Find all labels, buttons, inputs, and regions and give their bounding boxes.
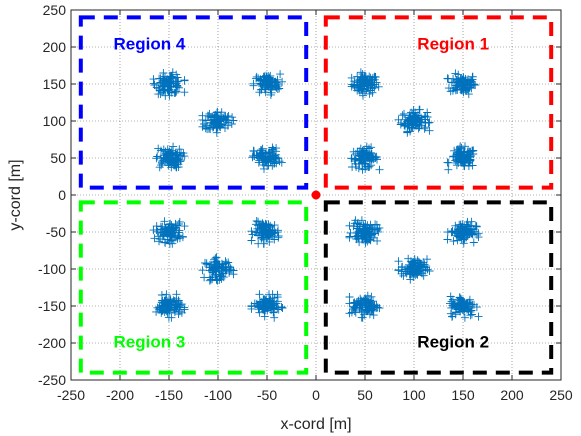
x-tick-label: 150 — [451, 387, 475, 403]
x-tick-label: -150 — [155, 387, 183, 403]
y-tick-label: -100 — [38, 261, 66, 277]
data-cluster-10 — [149, 217, 189, 248]
region-label: Region 4 — [114, 34, 186, 53]
data-point-markers — [152, 142, 189, 172]
data-point-markers — [198, 107, 238, 137]
y-tick-label: 100 — [43, 113, 67, 129]
y-tick-label: -200 — [38, 335, 66, 351]
data-cluster-7 — [198, 107, 238, 137]
x-tick-label: -250 — [57, 387, 85, 403]
data-cluster-15 — [345, 216, 384, 247]
region-label: Region 3 — [114, 333, 186, 352]
data-cluster-18 — [345, 291, 384, 322]
y-axis-ticks: -250 -200 -150 -100 -50 0 50 100 150 200 250 — [38, 2, 561, 388]
data-cluster-6 — [249, 70, 287, 99]
y-tick-label: 0 — [58, 187, 66, 203]
x-tick-label: 50 — [357, 387, 373, 403]
data-cluster-5 — [149, 68, 189, 100]
y-tick-label: 50 — [50, 150, 66, 166]
data-point-markers — [249, 70, 287, 99]
data-cluster-14 — [247, 290, 287, 322]
x-tick-label: -50 — [257, 387, 277, 403]
data-cluster-4 — [443, 142, 478, 174]
data-points — [149, 68, 483, 322]
data-point-markers — [345, 216, 384, 247]
region-label: Region 1 — [417, 34, 489, 53]
data-point-markers — [446, 292, 483, 322]
y-axis-label: y-cord [m] — [7, 159, 24, 230]
data-point-markers — [248, 143, 286, 173]
origin-point — [311, 190, 321, 200]
y-tick-label: 150 — [43, 76, 67, 92]
data-point-markers — [443, 69, 480, 99]
y-tick-label: -50 — [46, 224, 66, 240]
data-cluster-0 — [347, 68, 383, 100]
data-cluster-11 — [247, 217, 283, 248]
data-point-markers — [247, 217, 283, 248]
data-point-markers — [394, 105, 434, 137]
y-tick-label: -150 — [38, 298, 66, 314]
region-box-1 — [323, 15, 554, 190]
data-point-markers — [149, 68, 189, 100]
data-point-markers — [443, 142, 478, 174]
data-cluster-13 — [152, 290, 189, 322]
data-point-markers — [394, 254, 434, 284]
x-tick-label: -200 — [106, 387, 134, 403]
data-cluster-19 — [446, 292, 483, 322]
data-cluster-8 — [152, 142, 189, 172]
data-point-markers — [149, 217, 189, 248]
x-tick-label: 100 — [402, 387, 426, 403]
data-cluster-3 — [347, 142, 384, 174]
data-point-markers — [347, 142, 384, 174]
data-cluster-1 — [443, 69, 480, 99]
data-point-markers — [152, 290, 189, 322]
x-axis-label: x-cord [m] — [280, 416, 351, 433]
region-box-2 — [323, 200, 554, 375]
x-tick-label: -100 — [204, 387, 232, 403]
data-cluster-17 — [394, 254, 434, 284]
region-boxes: Region 1 Region 2 Region 3 Region 4 — [78, 15, 554, 375]
data-cluster-9 — [248, 143, 286, 173]
data-point-markers — [247, 290, 287, 322]
data-point-markers — [443, 217, 483, 248]
data-cluster-12 — [198, 253, 238, 285]
x-axis-ticks: -250 -200 -150 -100 -50 0 50 100 150 200 250 — [57, 10, 573, 403]
data-point-markers — [345, 291, 384, 322]
x-tick-label: 200 — [500, 387, 524, 403]
data-cluster-16 — [443, 217, 483, 248]
data-cluster-2 — [394, 105, 434, 137]
region-label: Region 2 — [417, 333, 489, 352]
y-tick-label: 250 — [43, 2, 67, 18]
y-tick-label: 200 — [43, 39, 67, 55]
region-box-4 — [78, 15, 309, 190]
region-box-3 — [78, 200, 309, 375]
data-point-markers — [347, 68, 383, 100]
y-tick-label: -250 — [38, 372, 66, 388]
origin-marker-group — [311, 190, 321, 200]
data-point-markers — [198, 253, 238, 285]
x-tick-label: 0 — [312, 387, 320, 403]
x-tick-label: 250 — [549, 387, 573, 403]
